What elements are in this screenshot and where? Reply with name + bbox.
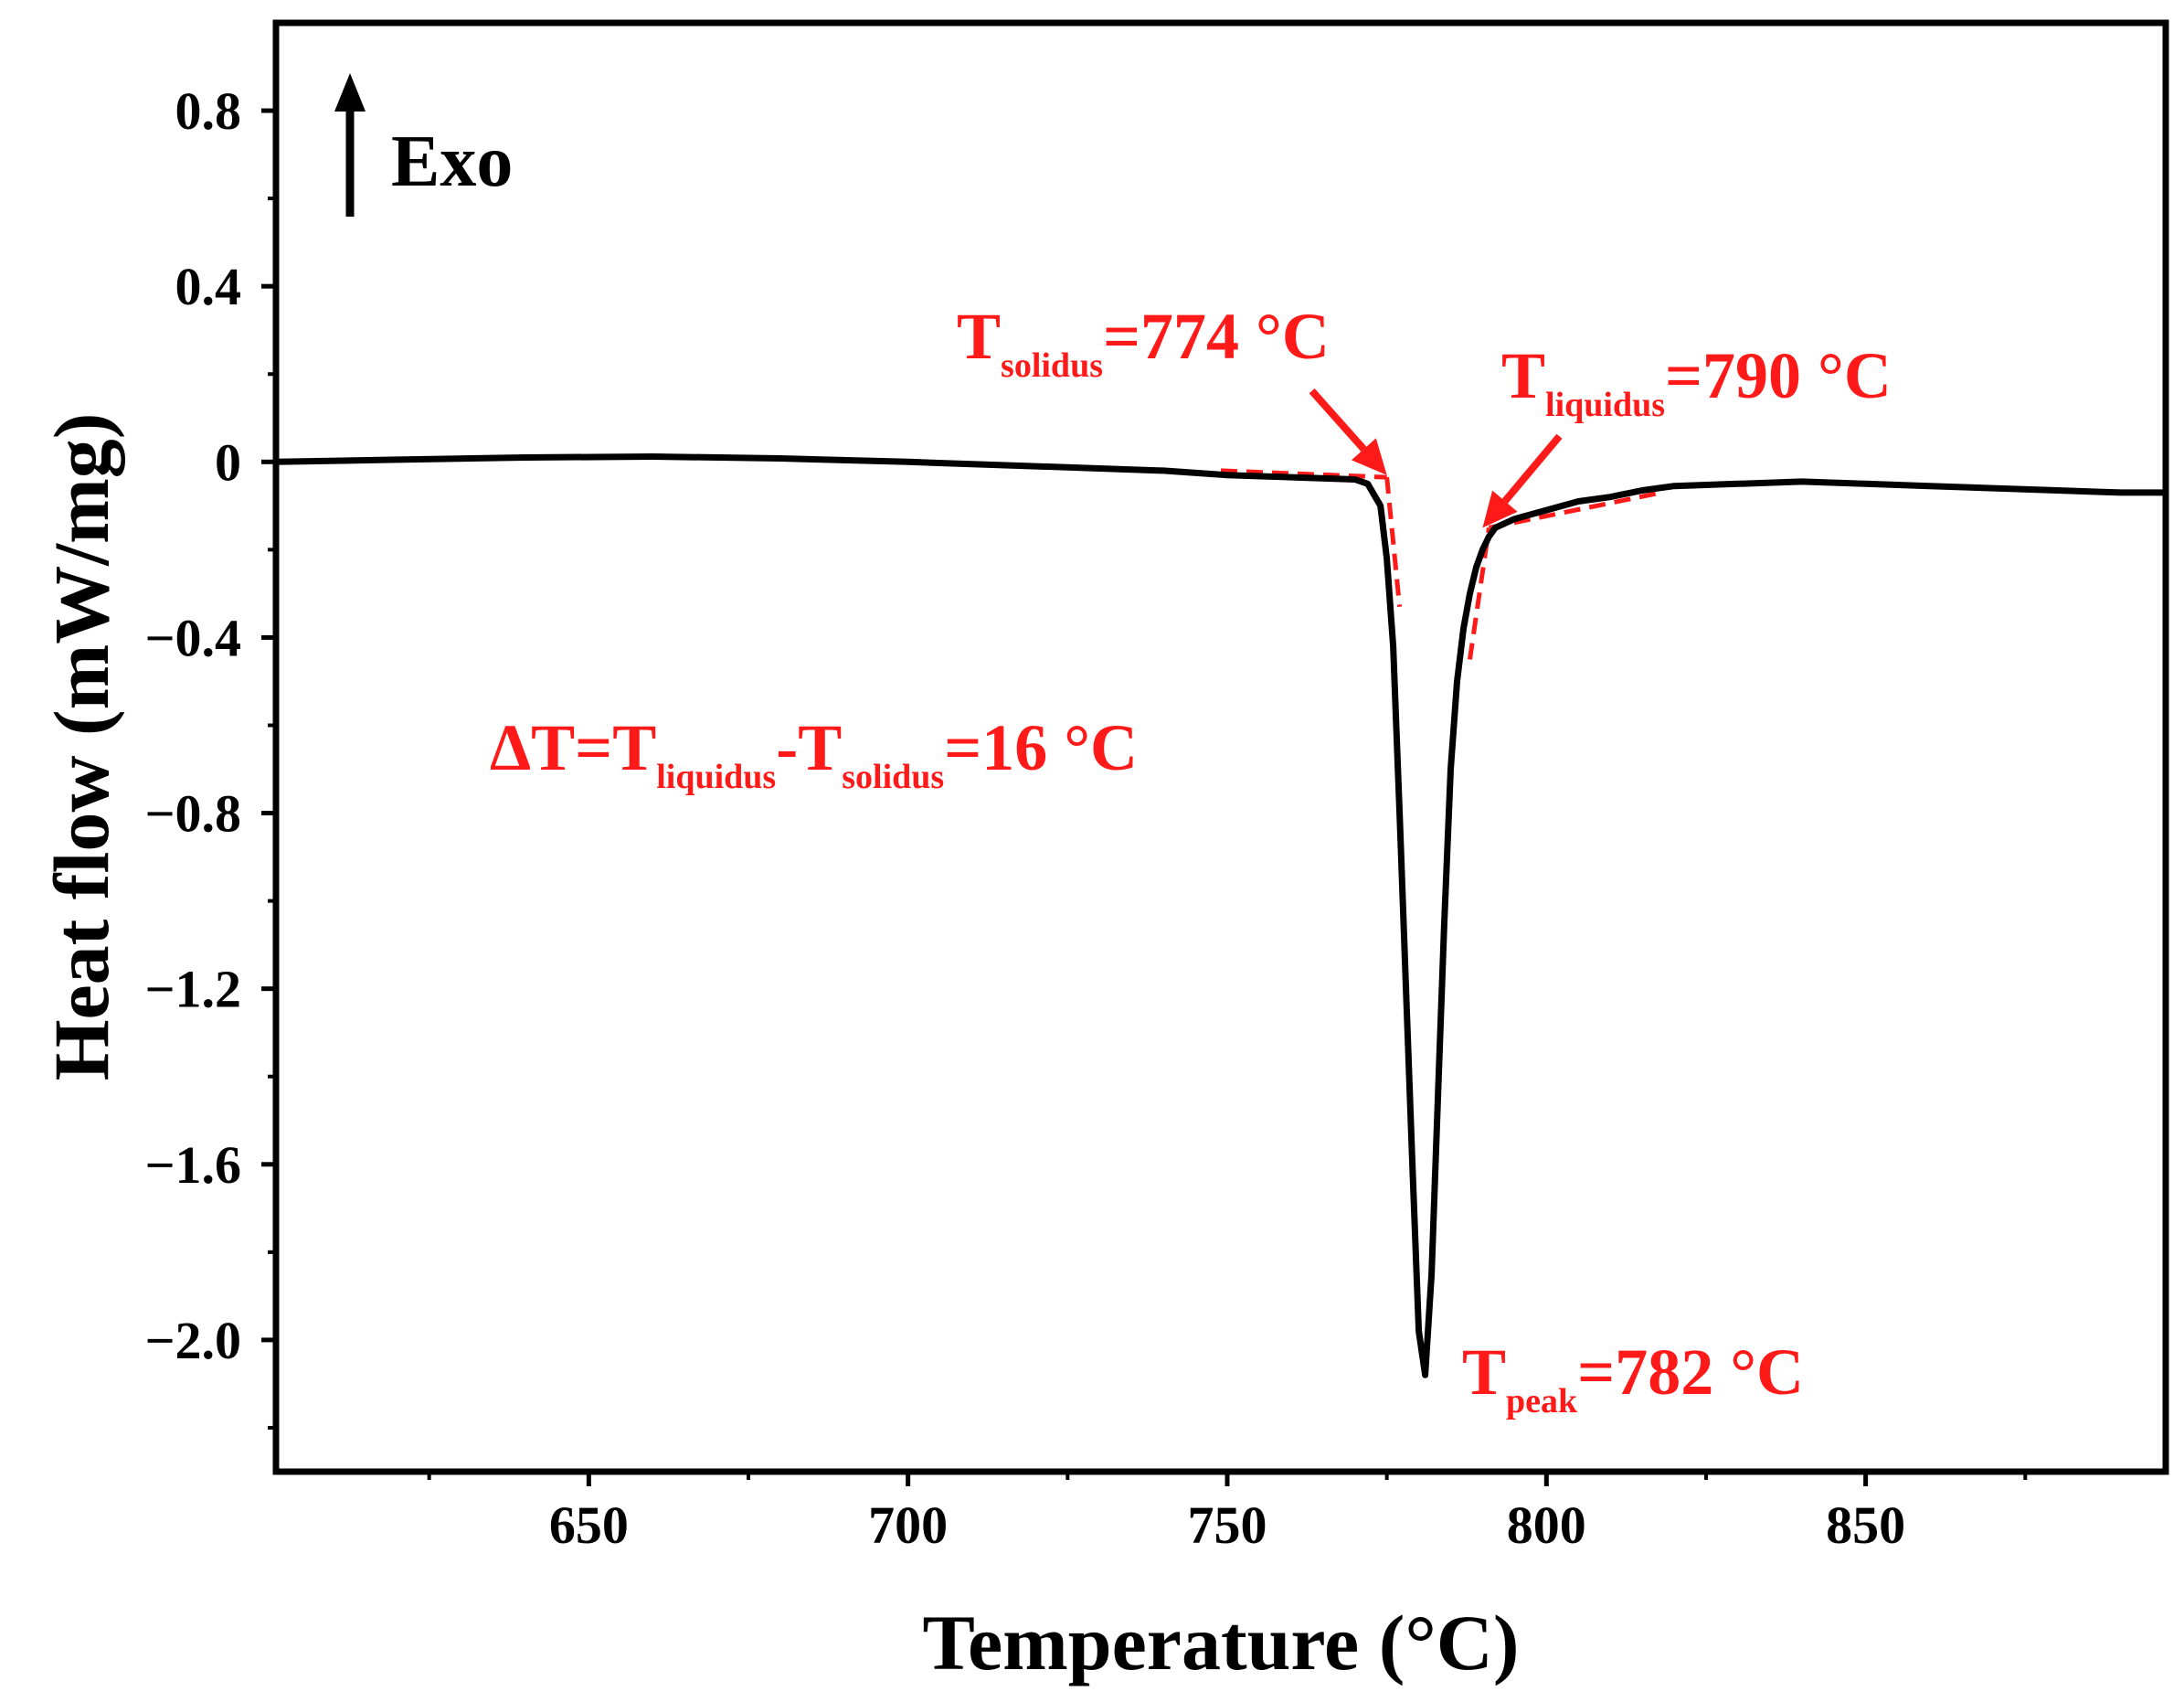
y-tick-label: −0.4 (144, 608, 241, 667)
x-tick-label: 650 (549, 1495, 629, 1555)
y-tick-label: −2.0 (144, 1311, 241, 1370)
y-tick-label: −1.6 (144, 1135, 241, 1195)
x-axis-title: Temperature (°C) (923, 1599, 1520, 1686)
liquidus-arrow-shaft (1501, 433, 1563, 504)
solidus-arrow-shaft (1309, 388, 1367, 452)
delta-t-label: ΔT=Tliquidus-Tsolidus=16 °C (490, 711, 1138, 796)
y-tick-label: −0.8 (144, 784, 241, 844)
tangent-line (1384, 476, 1403, 608)
y-tick-label: 0.4 (175, 257, 242, 316)
dsc-curve (275, 453, 2166, 1378)
y-tick-labels: 0.8 0.4 0 −0.4 −0.8 −1.2 −1.6 −2.0 (144, 81, 241, 1370)
y-axis-title: Heat flow (mW/mg) (37, 413, 125, 1081)
x-tick-labels: 650 700 750 800 850 (549, 1495, 1905, 1555)
t-peak-label: Tpeak=782 °C (1462, 1335, 1804, 1420)
tangent-line (1220, 468, 1387, 480)
liquidus-arrow-head-icon (1482, 490, 1518, 528)
series-lines (275, 453, 2166, 1378)
plot-frame (272, 19, 2169, 1475)
tangent-line (1488, 490, 1662, 530)
t-liquidus-label: Tliquidus=790 °C (1501, 339, 1892, 424)
y-tick-label: 0 (215, 432, 241, 492)
exo-indicator: Exo (334, 73, 513, 217)
exo-label: Exo (391, 122, 513, 202)
y-tick-label: −1.2 (144, 960, 241, 1019)
x-tick-label: 750 (1187, 1495, 1267, 1555)
x-tick-label: 850 (1826, 1495, 1905, 1555)
annotation-arrows (1309, 388, 1563, 528)
t-solidus-label: Tsolidus=774 °C (957, 300, 1330, 385)
y-tick-label: 0.8 (175, 81, 242, 141)
solidus-arrow-head-icon (1351, 438, 1387, 475)
exo-arrowhead-icon (334, 73, 366, 112)
x-tick-label: 800 (1507, 1495, 1586, 1555)
x-tick-label: 700 (868, 1495, 948, 1555)
